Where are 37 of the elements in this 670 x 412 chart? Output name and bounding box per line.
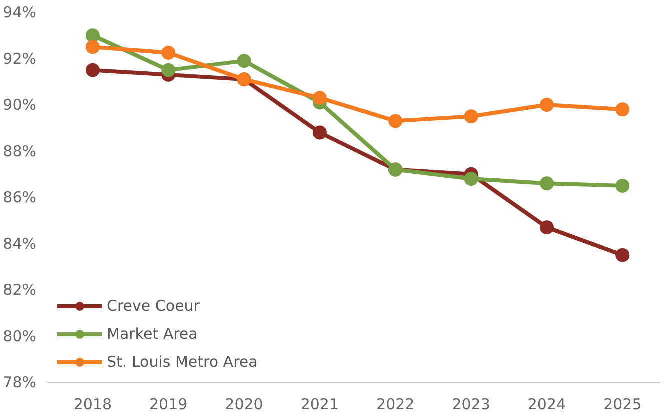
point [540, 220, 554, 235]
x-tick-label: 2020 [225, 396, 264, 412]
x-tick-label: 2019 [150, 396, 188, 412]
point [464, 172, 478, 186]
point [162, 46, 176, 60]
x-tick-label: 2024 [528, 396, 566, 412]
point [464, 110, 478, 124]
point [540, 176, 554, 191]
point [616, 102, 630, 117]
y-tick-label: 90% [3, 96, 37, 114]
y-tick-label: 84% [3, 234, 37, 253]
x-tick-label: 2023 [452, 396, 490, 412]
point [86, 63, 100, 78]
point [540, 98, 554, 112]
y-tick-label: 78% [3, 374, 37, 392]
point [616, 248, 630, 262]
x-tick-label: 2021 [300, 396, 340, 412]
x-tick-label: 2025 [604, 396, 642, 412]
y-tick-label: 88% [3, 142, 37, 160]
point [616, 178, 630, 193]
y-tick-label: 86% [3, 188, 37, 206]
legend-label: Creve Coeur [107, 297, 200, 315]
point [237, 54, 252, 68]
point [312, 126, 327, 140]
x-tick-label: 2018 [74, 396, 112, 412]
y-tick-label: 92% [3, 50, 37, 68]
y-tick-label: 80% [3, 327, 37, 346]
point [388, 114, 403, 128]
legend-label: Market Area [107, 325, 198, 343]
point [86, 40, 100, 54]
point [162, 63, 176, 78]
y-tick-label: 94% [3, 4, 37, 22]
legend-label: St. Louis Metro Area [107, 353, 258, 371]
point [312, 91, 327, 106]
y-tick-label: 82% [3, 281, 37, 299]
point [86, 28, 100, 43]
x-tick-label: 2022 [376, 396, 415, 412]
